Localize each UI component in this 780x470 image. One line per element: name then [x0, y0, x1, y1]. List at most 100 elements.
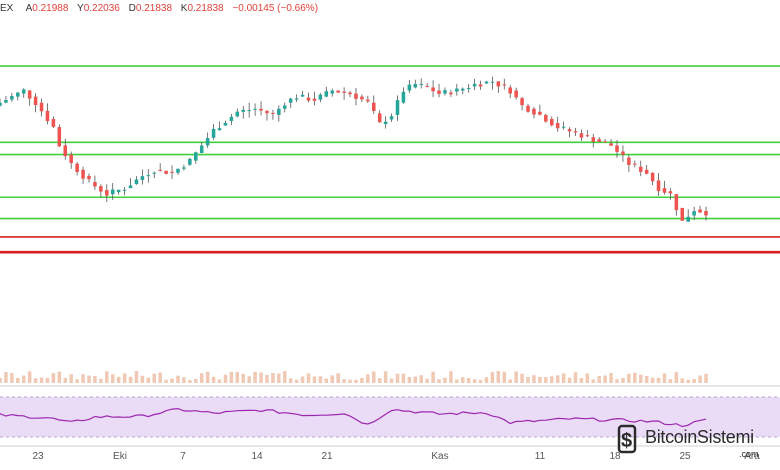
svg-text:$: $ [621, 430, 632, 452]
volume-bar [69, 374, 73, 383]
candle-body [158, 169, 162, 171]
candle-body [312, 98, 317, 101]
volume-bar [704, 373, 708, 383]
volume-bar [45, 377, 50, 383]
volume-bar [366, 374, 370, 383]
volume-bar [51, 373, 56, 383]
candle-body [342, 91, 346, 93]
volume-bar [39, 377, 44, 383]
candle-body [105, 190, 109, 196]
level-lines [0, 65, 780, 254]
candle-body [490, 81, 495, 83]
candle-body [0, 102, 2, 106]
volume-bar [99, 378, 103, 383]
volume-bar [425, 378, 429, 383]
candle-body [152, 172, 157, 174]
volume-bar [21, 375, 26, 383]
volume-bar [342, 379, 346, 383]
candle-body [176, 168, 180, 173]
candle-body [265, 110, 269, 114]
volume-bar [277, 373, 281, 383]
volume-bar [164, 379, 168, 383]
candle-body [674, 194, 679, 211]
volume-bar [698, 375, 702, 383]
candle-body [182, 167, 186, 169]
volume-bar [116, 376, 121, 383]
volume-bar [502, 371, 507, 383]
candle-body [627, 157, 631, 165]
volume-bar [259, 372, 263, 383]
candle-body [443, 90, 447, 94]
volume-bar [662, 373, 667, 383]
volume-bars [0, 371, 708, 383]
candle-body [306, 97, 311, 101]
candle-body [686, 216, 690, 222]
candle-body [466, 88, 471, 90]
volume-bar [395, 373, 400, 383]
candle-body [217, 128, 222, 131]
symbol-suffix: EX [0, 3, 14, 14]
volume-bar [110, 374, 115, 383]
candle-body [348, 92, 352, 95]
candle-body [241, 109, 246, 112]
volume-bar [194, 379, 198, 383]
candle-body [668, 191, 673, 194]
volume-bar [644, 375, 649, 383]
volume-bar [16, 377, 20, 383]
candle-body [407, 84, 412, 91]
volume-bar [383, 371, 388, 383]
volume-bar [437, 379, 441, 383]
candle-body [549, 118, 554, 126]
candle-body [644, 169, 649, 174]
candle-body [401, 91, 406, 103]
volume-bar [466, 378, 471, 383]
candle-body [502, 84, 507, 86]
volume-bar [650, 377, 655, 383]
candle-body [318, 94, 323, 100]
volume-bar [585, 373, 590, 383]
candle-body [692, 211, 696, 216]
volume-bar [538, 376, 542, 383]
candle-body [478, 84, 483, 87]
volume-bar [324, 378, 329, 383]
x-tick-label: 21 [321, 451, 333, 462]
volume-bar [401, 373, 406, 383]
volume-bar [152, 373, 157, 383]
volume-bar [247, 376, 251, 383]
candle-body [39, 102, 44, 112]
candle-body [383, 121, 388, 125]
x-tick-label: 11 [535, 451, 546, 462]
volume-bar [170, 378, 174, 383]
volume-bar [105, 371, 109, 383]
candle-body [223, 122, 228, 126]
candle-body [51, 118, 56, 127]
candle-body [472, 83, 477, 87]
volume-bar [413, 376, 418, 383]
volume-bar [128, 376, 133, 383]
volume-bar [514, 371, 518, 383]
volume-bar [377, 378, 382, 383]
volume-bar [336, 373, 340, 383]
volume-bar [680, 378, 685, 383]
volume-bar [140, 375, 145, 383]
candle-body [235, 111, 240, 117]
x-tick-label: Kas [431, 451, 448, 462]
candle-body [704, 210, 708, 216]
candle-body [259, 108, 263, 111]
volume-bar [134, 371, 139, 383]
low-value: 0.21838 [135, 3, 173, 14]
volume-bar [188, 379, 192, 383]
candle-body [33, 96, 38, 106]
volume-bar [294, 379, 299, 383]
candles [0, 76, 708, 222]
candle-body [526, 105, 530, 112]
candle-body [45, 110, 50, 121]
volume-bar [532, 375, 536, 383]
volume-bar [146, 377, 151, 383]
candle-body [591, 137, 596, 142]
volume-bar [455, 379, 459, 383]
x-tick-label: Ara [744, 451, 760, 462]
watermark-suffix: .com [739, 449, 759, 459]
candle-body [496, 81, 501, 87]
